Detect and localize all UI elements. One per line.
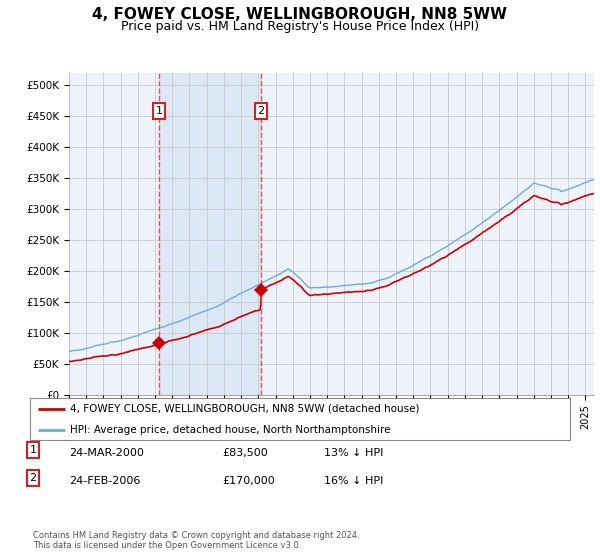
Text: 16% ↓ HPI: 16% ↓ HPI bbox=[324, 476, 383, 486]
Text: £170,000: £170,000 bbox=[222, 476, 275, 486]
Text: 2: 2 bbox=[257, 106, 265, 116]
Text: 13% ↓ HPI: 13% ↓ HPI bbox=[324, 448, 383, 458]
Text: 1: 1 bbox=[155, 106, 163, 116]
Text: 4, FOWEY CLOSE, WELLINGBOROUGH, NN8 5WW (detached house): 4, FOWEY CLOSE, WELLINGBOROUGH, NN8 5WW … bbox=[71, 404, 420, 414]
Text: Contains HM Land Registry data © Crown copyright and database right 2024.
This d: Contains HM Land Registry data © Crown c… bbox=[33, 530, 359, 550]
Text: HPI: Average price, detached house, North Northamptonshire: HPI: Average price, detached house, Nort… bbox=[71, 426, 391, 435]
Text: 24-MAR-2000: 24-MAR-2000 bbox=[69, 448, 144, 458]
Text: £83,500: £83,500 bbox=[222, 448, 268, 458]
Text: 2: 2 bbox=[29, 473, 37, 483]
Text: 24-FEB-2006: 24-FEB-2006 bbox=[69, 476, 140, 486]
Bar bbox=[159, 73, 261, 395]
Text: 1: 1 bbox=[29, 445, 37, 455]
Text: 4, FOWEY CLOSE, WELLINGBOROUGH, NN8 5WW: 4, FOWEY CLOSE, WELLINGBOROUGH, NN8 5WW bbox=[92, 7, 508, 22]
Text: Price paid vs. HM Land Registry's House Price Index (HPI): Price paid vs. HM Land Registry's House … bbox=[121, 20, 479, 32]
